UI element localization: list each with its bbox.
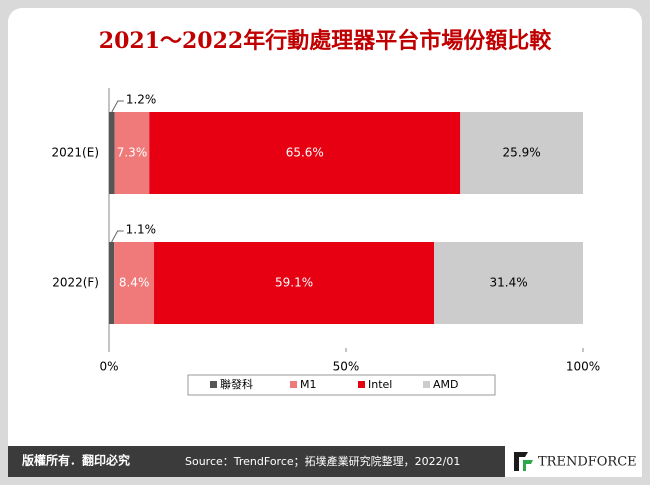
legend-label: Intel: [368, 378, 392, 391]
bar-segment: [154, 242, 435, 324]
bar-segment: [109, 112, 115, 194]
legend-swatch: [210, 381, 217, 388]
legend-label: 聯發科: [220, 377, 253, 391]
value-label: 1.1%: [126, 223, 156, 237]
logo-icon: [514, 452, 528, 471]
value-label: 7.3%: [117, 146, 148, 160]
bar-segment: [114, 242, 155, 324]
bar-segment: [109, 242, 115, 324]
legend-label: M1: [300, 378, 317, 391]
x-tick-label: 0%: [99, 360, 118, 374]
value-label: 1.2%: [126, 93, 156, 107]
legend-swatch: [290, 381, 297, 388]
footer-source: Source：TrendForce；拓墣產業研究院整理，2022/01: [185, 454, 460, 468]
chart-title: 2021～2022年行動處理器平台市場份額比較: [99, 28, 552, 54]
x-tick-label: 100%: [566, 360, 600, 374]
legend-swatch: [358, 381, 365, 388]
bar-segment: [114, 112, 150, 194]
x-tick-label: 50%: [333, 360, 360, 374]
leader-line: [111, 230, 124, 243]
value-label: 65.6%: [286, 146, 324, 160]
legend-box: [187, 374, 496, 396]
leader-line: [111, 100, 124, 113]
y-tick-label: 2021(E): [52, 146, 99, 160]
value-label: 25.9%: [503, 146, 541, 160]
bar-segment: [149, 112, 461, 194]
bar-segment: [460, 112, 583, 194]
value-label: 59.1%: [275, 276, 313, 290]
value-label: 8.4%: [119, 276, 150, 290]
logo-text: TRENDFORCE: [538, 455, 637, 470]
y-tick-label: 2022(F): [52, 276, 99, 290]
bar-segment: [434, 242, 583, 324]
legend-swatch: [423, 381, 430, 388]
footer-rights: 版權所有．翻印必究: [22, 453, 130, 468]
legend-label: AMD: [433, 378, 459, 391]
value-label: 31.4%: [490, 276, 528, 290]
logo-icon-accent: [523, 460, 533, 471]
